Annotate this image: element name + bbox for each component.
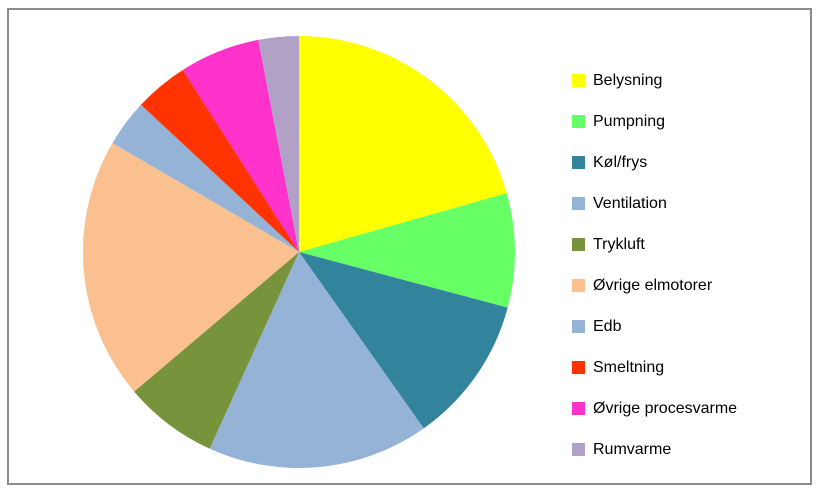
legend-label: Pumpning	[593, 112, 666, 130]
legend-swatch	[572, 320, 585, 333]
legend-label: Smeltning	[593, 358, 665, 376]
legend-label: Trykluft	[593, 235, 645, 253]
legend-swatch	[572, 156, 585, 169]
legend-item: Belysning	[572, 60, 737, 101]
pie-slice-belysning	[299, 36, 507, 252]
pie-slice-edb	[112, 104, 299, 252]
legend-item: Køl/frys	[572, 142, 737, 183]
pie-slices	[82, 36, 515, 468]
chart-legend: Belysning Pumpning Køl/frys Ventilation Tryk…	[572, 60, 737, 470]
legend-item: Øvrige procesvarme	[572, 388, 737, 429]
legend-item: Pumpning	[572, 101, 737, 142]
pie-slice-øvrige-elmotorer	[82, 143, 299, 392]
legend-swatch	[572, 115, 585, 128]
pie-slice-smeltning	[140, 69, 299, 252]
legend-swatch	[572, 74, 585, 87]
legend-label: Ventilation	[593, 194, 667, 212]
legend-label: Køl/frys	[593, 153, 648, 171]
pie-slice-rumvarme	[258, 36, 299, 252]
legend-swatch	[572, 443, 585, 456]
pie-slice-øvrige-procesvarme	[182, 39, 299, 252]
pie-slice-ventilation	[209, 252, 424, 468]
legend-label: Belysning	[593, 71, 663, 89]
legend-item: Edb	[572, 306, 737, 347]
legend-item: Øvrige elmotorer	[572, 265, 737, 306]
pie-slice-køl-frys	[299, 252, 508, 429]
legend-label: Edb	[593, 317, 622, 335]
pie-slice-trykluft	[134, 252, 299, 449]
legend-label: Rumvarme	[593, 440, 672, 458]
legend-swatch	[572, 197, 585, 210]
legend-swatch	[572, 238, 585, 251]
legend-item: Ventilation	[572, 183, 737, 224]
legend-swatch	[572, 402, 585, 415]
legend-item: Smeltning	[572, 347, 737, 388]
legend-swatch	[572, 279, 585, 292]
legend-swatch	[572, 361, 585, 374]
legend-label: Øvrige elmotorer	[593, 276, 713, 294]
legend-item: Trykluft	[572, 224, 737, 265]
legend-item: Rumvarme	[572, 429, 737, 470]
legend-label: Øvrige procesvarme	[593, 399, 738, 417]
pie-slice-pumpning	[299, 193, 515, 308]
